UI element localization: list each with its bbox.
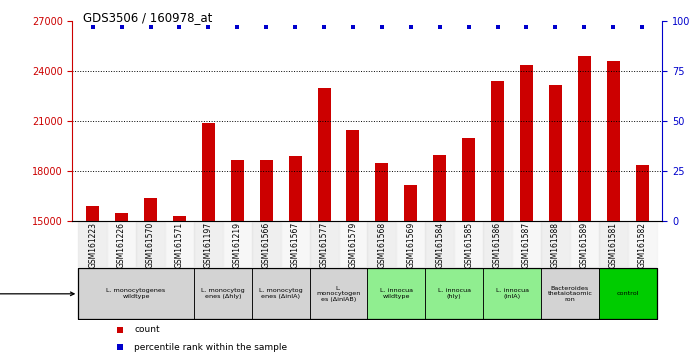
Bar (288, 156, 302, 221)
Text: GSM161582: GSM161582 (638, 222, 647, 268)
Text: L. monocytog
enes (Δhly): L. monocytog enes (Δhly) (201, 289, 245, 299)
Bar (86, 206, 99, 221)
Bar (425, 268, 483, 319)
Text: GSM161219: GSM161219 (233, 222, 241, 268)
Bar (512, 221, 541, 267)
Bar (252, 221, 281, 267)
Bar (425, 221, 454, 267)
Text: GSM161581: GSM161581 (609, 222, 618, 268)
Text: L. monocytog
enes (ΔinlA): L. monocytog enes (ΔinlA) (259, 289, 302, 299)
Bar (223, 221, 252, 267)
Bar (599, 221, 628, 267)
Text: GSM161570: GSM161570 (146, 222, 155, 268)
Bar (115, 213, 128, 221)
Text: Bacteroides
thetaiotaomic
ron: Bacteroides thetaiotaomic ron (547, 286, 592, 302)
Text: L. monocytogenes
wildtype: L. monocytogenes wildtype (106, 289, 166, 299)
Text: GSM161585: GSM161585 (464, 222, 473, 268)
Bar (310, 268, 367, 319)
Text: GSM161568: GSM161568 (377, 222, 386, 268)
Text: GSM161586: GSM161586 (493, 222, 502, 268)
Bar (541, 221, 570, 267)
Text: GSM161197: GSM161197 (204, 222, 213, 268)
Bar (346, 130, 359, 221)
Text: L. innocua
(hly): L. innocua (hly) (437, 289, 471, 299)
Text: control: control (616, 291, 639, 296)
Bar (78, 268, 194, 319)
Text: GSM161567: GSM161567 (290, 222, 299, 268)
Bar (310, 221, 339, 267)
Bar (607, 61, 620, 221)
Bar (252, 268, 310, 319)
Text: GSM161571: GSM161571 (175, 222, 184, 268)
Bar (194, 268, 252, 319)
Text: GSM161587: GSM161587 (522, 222, 531, 268)
Bar (78, 221, 107, 267)
Bar (339, 221, 367, 267)
Bar (259, 160, 273, 221)
Bar (635, 165, 649, 221)
Text: L. innocua
wildtype: L. innocua wildtype (380, 289, 413, 299)
Text: GSM161589: GSM161589 (580, 222, 589, 268)
Text: GSM161577: GSM161577 (319, 222, 328, 268)
Bar (144, 198, 157, 221)
Bar (173, 216, 186, 221)
Bar (491, 81, 504, 221)
Bar (462, 138, 475, 221)
Text: GDS3506 / 160978_at: GDS3506 / 160978_at (83, 11, 213, 24)
Bar (599, 268, 657, 319)
Bar (549, 85, 562, 221)
Text: GSM161579: GSM161579 (348, 222, 357, 268)
Bar (570, 221, 599, 267)
Bar (107, 221, 136, 267)
Text: GSM161223: GSM161223 (88, 222, 97, 268)
Bar (454, 221, 483, 267)
Bar (317, 88, 331, 221)
Bar (404, 184, 417, 221)
Text: percentile rank within the sample: percentile rank within the sample (135, 343, 288, 352)
Text: GSM161566: GSM161566 (262, 222, 270, 268)
Text: L.
monocytogen
es (ΔinlAB): L. monocytogen es (ΔinlAB) (316, 286, 361, 302)
Text: infection: infection (0, 289, 74, 298)
Text: count: count (135, 325, 160, 334)
Bar (483, 221, 512, 267)
Text: GSM161226: GSM161226 (117, 222, 126, 268)
Bar (136, 221, 165, 267)
Bar (520, 64, 533, 221)
Bar (230, 160, 244, 221)
Text: GSM161588: GSM161588 (551, 222, 560, 268)
Text: GSM161569: GSM161569 (406, 222, 415, 268)
Bar (367, 221, 396, 267)
Text: GSM161584: GSM161584 (435, 222, 444, 268)
Bar (578, 56, 591, 221)
Text: L. innocua
(inlA): L. innocua (inlA) (495, 289, 529, 299)
Bar (202, 123, 215, 221)
Bar (396, 221, 425, 267)
Bar (194, 221, 223, 267)
Bar (628, 221, 657, 267)
Bar (281, 221, 310, 267)
Bar (541, 268, 599, 319)
Bar (375, 163, 388, 221)
Bar (483, 268, 541, 319)
Bar (165, 221, 194, 267)
Bar (433, 155, 446, 221)
Bar (367, 268, 425, 319)
